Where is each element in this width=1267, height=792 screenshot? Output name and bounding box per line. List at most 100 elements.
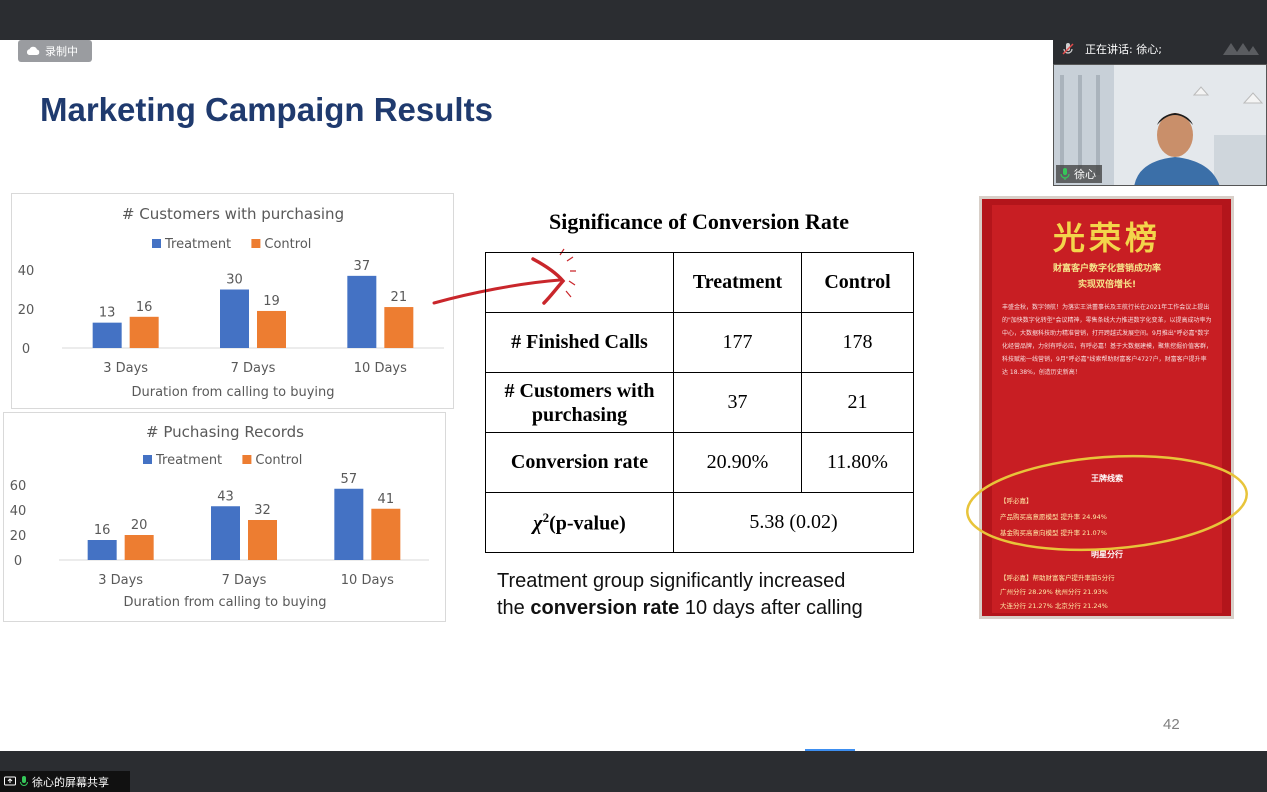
y-tick-label: 20 bbox=[10, 529, 27, 544]
cell-customers-control: 21 bbox=[801, 372, 914, 433]
cloud-icon bbox=[26, 46, 40, 55]
active-speaker-bar: 正在讲话: 徐心; bbox=[1053, 34, 1267, 64]
cell-finished-calls-control: 178 bbox=[801, 312, 914, 373]
x-tick-label: 10 Days bbox=[341, 573, 394, 588]
header-treatment: Treatment bbox=[673, 252, 802, 313]
poster-section-1: 【呼必嘉】 bbox=[1000, 497, 1033, 505]
y-tick-label: 0 bbox=[22, 342, 30, 357]
screen-share-label: 徐心的屏幕共享 bbox=[32, 775, 109, 789]
recording-badge[interactable]: 录制中 bbox=[18, 40, 92, 62]
screen-share-badge[interactable]: 徐心的屏幕共享 bbox=[0, 771, 130, 792]
bar-treatment-2 bbox=[334, 488, 364, 560]
chi-symbol: χ bbox=[533, 512, 543, 535]
y-tick-label: 40 bbox=[10, 504, 27, 519]
legend-swatch-1 bbox=[242, 455, 252, 464]
table-row: # Finished Calls 177 178 bbox=[485, 312, 914, 373]
cell-conversion-treatment: 20.90% bbox=[673, 432, 802, 493]
legend-swatch-1 bbox=[251, 239, 261, 248]
table-row: χ2(p-value) 5.38 (0.02) bbox=[485, 492, 914, 553]
data-label: 16 bbox=[94, 523, 111, 538]
table-row: Conversion rate 20.90% 11.80% bbox=[485, 432, 914, 493]
speaker-video-tile[interactable]: 徐心 bbox=[1053, 64, 1267, 186]
bar-control-2 bbox=[384, 307, 414, 348]
slide-title: Marketing Campaign Results bbox=[40, 91, 493, 128]
camera-name-tag: 徐心 bbox=[1056, 165, 1102, 183]
data-label: 16 bbox=[136, 300, 153, 315]
x-tick-label: 10 Days bbox=[354, 361, 407, 376]
conclusion-line2-pre: the bbox=[497, 597, 531, 619]
significance-table: Treatment Control # Finished Calls 177 1… bbox=[485, 252, 914, 553]
poster-head: 光荣榜 bbox=[1052, 219, 1161, 257]
bar-treatment-1 bbox=[211, 506, 240, 560]
active-indicator-line bbox=[805, 749, 855, 751]
bar-control-1 bbox=[248, 520, 277, 560]
speaking-label: 正在讲话: 徐心; bbox=[1085, 43, 1162, 56]
header-control: Control bbox=[801, 252, 914, 313]
data-label: 41 bbox=[378, 492, 395, 507]
chi-sup: 2 bbox=[542, 509, 550, 525]
bar-control-0 bbox=[124, 535, 154, 560]
table-row: Treatment Control bbox=[485, 252, 914, 313]
cell-finished-calls-treatment: 177 bbox=[673, 312, 802, 373]
row-label-line1: # Customers with bbox=[504, 379, 655, 402]
cell-conversion-control: 11.80% bbox=[801, 432, 914, 493]
data-label: 43 bbox=[217, 489, 234, 504]
x-axis-label: Duration from calling to buying bbox=[123, 595, 326, 610]
bar-treatment-0 bbox=[92, 322, 122, 348]
mic-icon bbox=[1060, 168, 1070, 180]
chart-purchasing-records-svg: # Puchasing Records Treatment Control 0 20 40… bbox=[10, 423, 429, 610]
data-label: 32 bbox=[254, 503, 271, 518]
data-label: 37 bbox=[354, 259, 371, 274]
conclusion-line2-bold: conversion rate bbox=[530, 597, 680, 619]
cell-chi-square-value: 5.38 (0.02) bbox=[673, 492, 914, 553]
poster-subtitle-2: 实现双倍增长! bbox=[1077, 280, 1137, 290]
meeting-bottom-bar bbox=[0, 751, 1267, 792]
row-label-customers-purchasing: # Customers with purchasing bbox=[485, 372, 674, 433]
poster-line-a: 产品购买高意愿模型 提升率 24.94% bbox=[1000, 513, 1107, 521]
significance-title: Significance of Conversion Rate bbox=[548, 209, 850, 234]
bar-control-1 bbox=[257, 310, 286, 348]
chart-title: # Customers with purchasing bbox=[122, 205, 344, 223]
mic-icon bbox=[20, 775, 28, 786]
poster-banner: 光荣榜 财富客户数字化营销成功率 实现双倍增长! 丰盛金秋，数字领航！为落实王洪… bbox=[992, 205, 1222, 613]
legend-label-1: Control bbox=[255, 453, 302, 468]
bar-treatment-1 bbox=[220, 289, 249, 348]
poster-subtitle-1: 财富客户数字化营销成功率 bbox=[1052, 264, 1161, 274]
legend-label-1: Control bbox=[264, 237, 311, 252]
recording-label: 录制中 bbox=[45, 45, 78, 58]
poster-emblem-1: 王牌线索 bbox=[1091, 474, 1123, 483]
legend-swatch-0 bbox=[143, 455, 152, 464]
poster-body-text: 丰盛金秋，数字领航！为落实王洪蕾事长及王航行长在2021年工作会议上提出的"加快… bbox=[1002, 304, 1213, 376]
camera-name: 徐心 bbox=[1074, 168, 1096, 181]
x-tick-label: 3 Days bbox=[103, 361, 148, 376]
cell-customers-treatment: 37 bbox=[673, 372, 802, 433]
conclusion-line1: Treatment group significantly increased bbox=[497, 570, 846, 592]
screen-share-icon bbox=[4, 776, 16, 785]
x-tick-label: 3 Days bbox=[98, 573, 143, 588]
poster-row-2: 大连分行 21.27% 北京分行 21.24% bbox=[1000, 602, 1108, 610]
yellow-highlight-ellipse bbox=[966, 454, 1248, 552]
muted-mic-icon bbox=[1062, 43, 1074, 55]
bar-treatment-2 bbox=[347, 275, 377, 348]
row-label-line2: purchasing bbox=[531, 403, 628, 426]
watermark-logo-icon bbox=[1223, 43, 1259, 55]
poster-line-b: 基金购买高意向模型 提升率 21.07% bbox=[1000, 529, 1107, 537]
bar-control-2 bbox=[371, 508, 401, 560]
data-label: 19 bbox=[263, 294, 280, 309]
data-label: 13 bbox=[99, 306, 116, 321]
legend-label-0: Treatment bbox=[164, 237, 231, 252]
conclusion-line2-post: 10 days after calling bbox=[679, 597, 863, 619]
bar-treatment-0 bbox=[87, 540, 117, 560]
y-tick-label: 60 bbox=[10, 479, 27, 494]
chart-customers-purchasing: # Customers with purchasing Treatment Cont… bbox=[11, 193, 454, 409]
x-tick-label: 7 Days bbox=[222, 573, 267, 588]
honor-poster-photo: 光荣榜 财富客户数字化营销成功率 实现双倍增长! 丰盛金秋，数字领航！为落实王洪… bbox=[979, 196, 1234, 619]
data-label: 30 bbox=[226, 273, 243, 288]
chi-label: (p-value) bbox=[549, 512, 626, 535]
poster-row-1: 广州分行 28.29% 杭州分行 21.93% bbox=[1000, 588, 1108, 596]
table-corner-cell bbox=[485, 252, 674, 313]
row-label-chi-square: χ2(p-value) bbox=[485, 492, 674, 553]
bar-control-0 bbox=[129, 316, 159, 348]
data-label: 20 bbox=[131, 518, 148, 533]
table-row: # Customers with purchasing 37 21 bbox=[485, 372, 914, 433]
